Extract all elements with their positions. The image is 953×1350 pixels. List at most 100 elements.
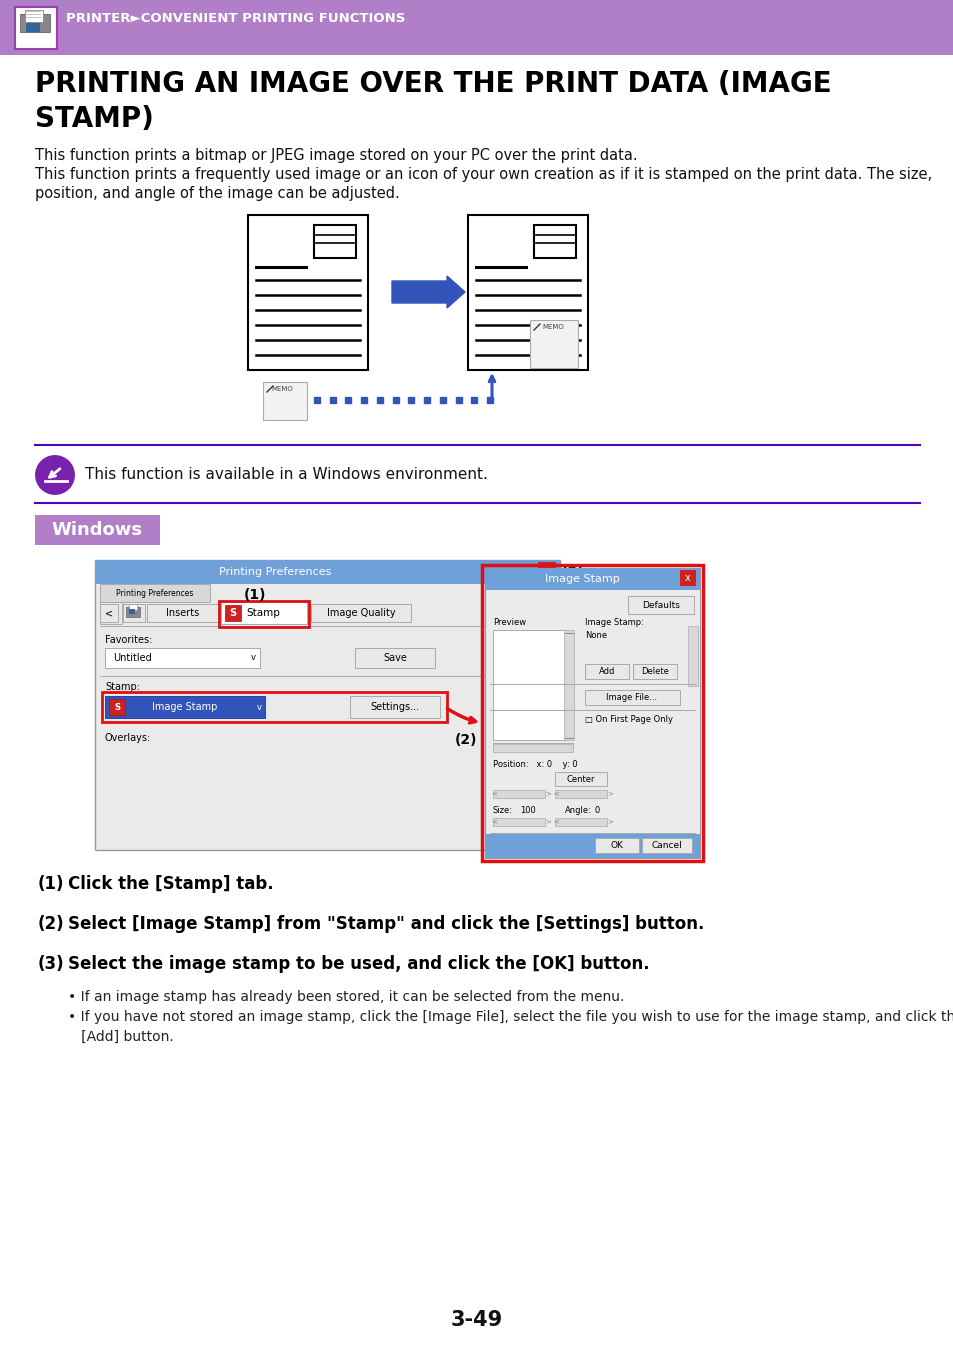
Text: (2): (2) [455, 733, 477, 747]
Text: (1): (1) [244, 589, 266, 602]
Bar [595, 838, 639, 853]
Bar [633, 664, 677, 679]
Bar [263, 382, 307, 420]
Bar [102, 693, 447, 722]
Text: Image Stamp:: Image Stamp: [584, 618, 643, 626]
Text: x: x [684, 572, 690, 583]
Bar [26, 23, 40, 32]
Bar [563, 630, 574, 740]
Text: None: None [584, 630, 606, 640]
Text: x: x [543, 566, 550, 576]
Bar [219, 601, 309, 626]
Bar [679, 570, 696, 586]
Text: 0: 0 [595, 806, 599, 815]
Bar [95, 560, 559, 850]
Bar [105, 648, 260, 668]
Bar [25, 9, 43, 22]
Bar [493, 630, 564, 740]
Bar [129, 603, 137, 610]
Text: □ On First Page Only: □ On First Page Only [584, 716, 672, 724]
Text: >: > [544, 790, 550, 796]
Text: PRINTER►CONVENIENT PRINTING FUNCTIONS: PRINTER►CONVENIENT PRINTING FUNCTIONS [66, 12, 405, 24]
Bar [468, 215, 587, 370]
Text: Overlays:: Overlays: [105, 733, 152, 743]
Text: • If an image stamp has already been stored, it can be selected from the menu.: • If an image stamp has already been sto… [68, 990, 623, 1004]
Text: >: > [606, 790, 612, 796]
Bar [248, 215, 368, 370]
Text: [Add] button.: [Add] button. [68, 1030, 173, 1044]
Text: Image Quality: Image Quality [326, 608, 395, 618]
Text: Stamp: Stamp [246, 608, 279, 618]
Text: Windows: Windows [51, 521, 142, 539]
Text: Delete: Delete [640, 667, 668, 675]
Bar [129, 609, 135, 614]
Text: • If you have not stored an image stamp, click the [Image File], select the file: • If you have not stored an image stamp,… [68, 1010, 953, 1025]
Text: S: S [113, 702, 120, 711]
Text: Position:   x: 0    y: 0: Position: x: 0 y: 0 [493, 760, 577, 770]
Bar [493, 790, 544, 798]
Text: Stamp:: Stamp: [105, 682, 140, 693]
Bar [584, 690, 679, 705]
Text: Click the [Stamp] tab.: Click the [Stamp] tab. [68, 875, 274, 892]
Bar [147, 603, 219, 622]
Text: <: < [491, 790, 497, 796]
Bar [555, 772, 606, 786]
Bar [484, 568, 700, 590]
Text: Image Stamp: Image Stamp [544, 574, 618, 585]
FancyArrow shape [392, 275, 464, 308]
Bar [100, 585, 210, 602]
Ellipse shape [34, 454, 76, 495]
Text: Defaults: Defaults [641, 601, 679, 609]
Text: Favorites:: Favorites: [105, 634, 152, 645]
Text: Settings...: Settings... [370, 702, 419, 711]
Text: <: < [491, 818, 497, 824]
Bar [537, 562, 556, 580]
Text: >: > [606, 818, 612, 824]
Bar [687, 626, 698, 686]
Text: PRINTING AN IMAGE OVER THE PRINT DATA (IMAGE: PRINTING AN IMAGE OVER THE PRINT DATA (I… [35, 70, 831, 99]
Text: Angle:: Angle: [564, 806, 591, 815]
Bar [481, 566, 702, 861]
Text: Cancel: Cancel [651, 841, 681, 849]
Text: (3): (3) [38, 954, 65, 973]
Text: Printing Preferences: Printing Preferences [218, 567, 331, 576]
Text: MEMO: MEMO [541, 324, 563, 329]
Text: Preview: Preview [493, 618, 525, 626]
Text: 3-49: 3-49 [451, 1310, 502, 1330]
Bar [627, 595, 693, 614]
Bar [109, 699, 125, 716]
Bar [15, 7, 57, 49]
Text: Image File...: Image File... [606, 693, 657, 702]
Bar [493, 818, 544, 826]
Text: This function is available in a Windows environment.: This function is available in a Windows … [85, 467, 487, 482]
Bar [484, 834, 700, 859]
Bar [100, 602, 122, 624]
Text: v: v [256, 702, 261, 711]
Bar [314, 225, 355, 258]
Text: Image Stamp: Image Stamp [152, 702, 217, 711]
Text: This function prints a bitmap or JPEG image stored on your PC over the print dat: This function prints a bitmap or JPEG im… [35, 148, 637, 163]
Bar [35, 514, 160, 545]
Text: Printing Preferences: Printing Preferences [116, 589, 193, 598]
Text: >: > [544, 818, 550, 824]
Text: <: < [553, 790, 558, 796]
Bar [534, 225, 576, 258]
Bar [0, 0, 953, 55]
Bar [123, 603, 145, 622]
Text: Center: Center [566, 775, 595, 783]
Bar [484, 568, 700, 859]
Text: Inserts: Inserts [166, 608, 199, 618]
Text: OK: OK [610, 841, 622, 849]
Bar [355, 648, 435, 668]
Text: Select [Image Stamp] from "Stamp" and click the [Settings] button.: Select [Image Stamp] from "Stamp" and cl… [68, 915, 703, 933]
Text: STAMP): STAMP) [35, 105, 153, 134]
Text: position, and angle of the image can be adjusted.: position, and angle of the image can be … [35, 186, 399, 201]
Text: 100: 100 [519, 806, 536, 815]
Bar [221, 602, 307, 624]
Bar [126, 608, 140, 617]
Bar [350, 697, 439, 718]
Text: Add: Add [598, 667, 615, 675]
Bar [95, 560, 559, 585]
Bar [100, 603, 118, 622]
Bar [555, 790, 606, 798]
